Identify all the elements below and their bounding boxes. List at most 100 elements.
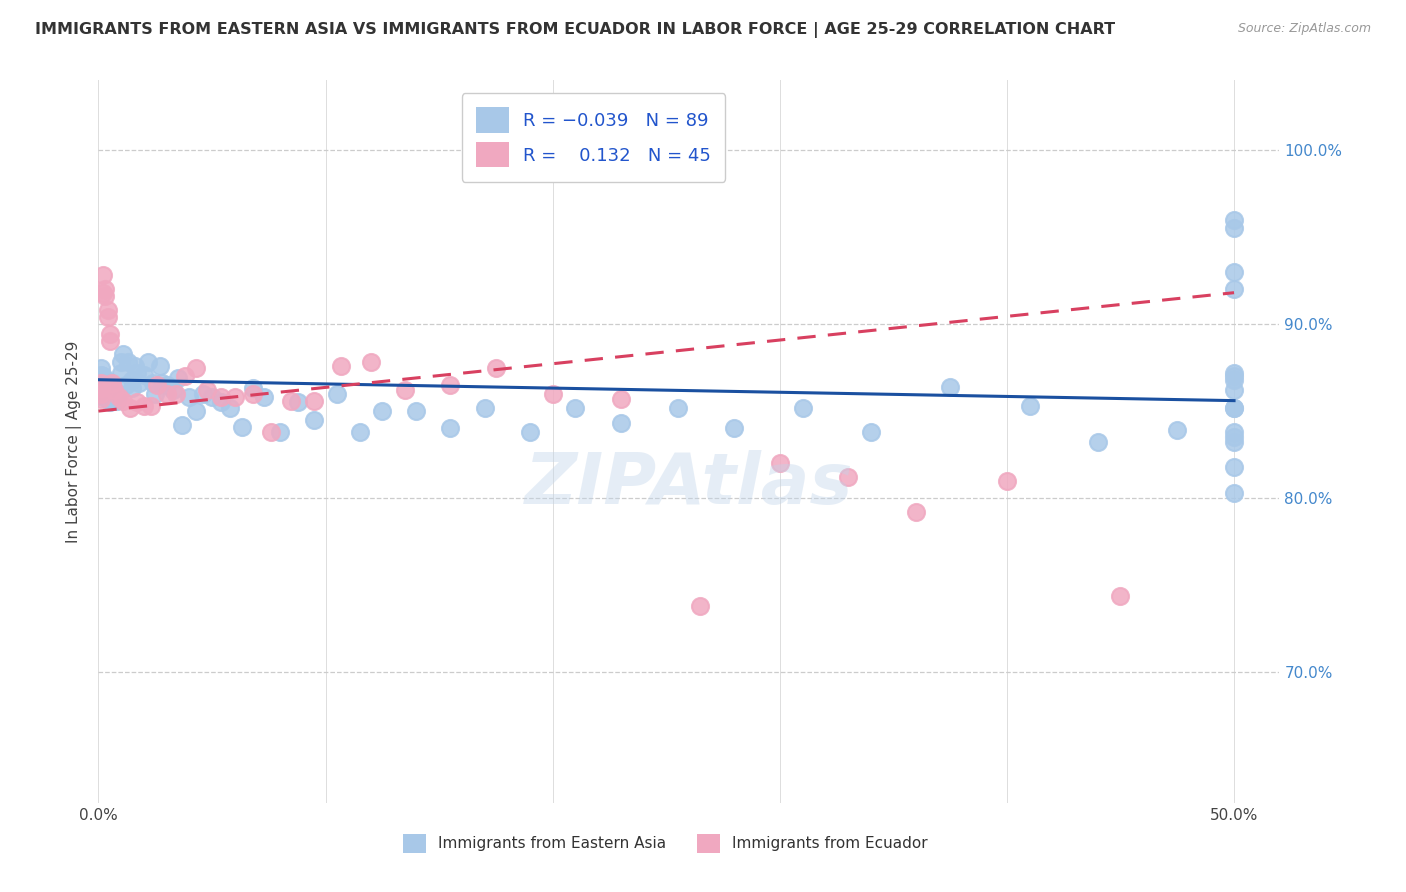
Text: ZIPAtlas: ZIPAtlas	[524, 450, 853, 519]
Point	[1018, 399, 1040, 413]
Point	[519, 425, 541, 439]
Point	[98, 388, 121, 402]
Point	[191, 386, 214, 401]
Point	[90, 375, 112, 389]
Point	[330, 359, 353, 373]
Point	[197, 383, 219, 397]
Point	[96, 375, 118, 389]
Point	[1223, 430, 1246, 444]
Point	[94, 390, 117, 404]
Point	[155, 378, 177, 392]
Point	[143, 386, 166, 401]
Point	[349, 425, 371, 439]
Point	[231, 419, 253, 434]
Point	[242, 381, 264, 395]
Point	[162, 383, 184, 397]
Point	[1223, 366, 1246, 380]
Point	[121, 381, 143, 395]
Point	[253, 390, 276, 404]
Point	[91, 376, 114, 391]
Point	[1223, 373, 1246, 387]
Point	[103, 383, 125, 397]
Point	[96, 383, 118, 397]
Point	[146, 378, 169, 392]
Point	[1223, 383, 1246, 397]
Point	[184, 360, 207, 375]
Point	[1223, 401, 1246, 415]
Point	[859, 425, 882, 439]
Point	[132, 368, 155, 382]
Point	[142, 376, 165, 391]
Point	[1223, 435, 1246, 450]
Point	[94, 289, 117, 303]
Point	[98, 327, 121, 342]
Point	[666, 401, 689, 415]
Point	[287, 395, 309, 409]
Point	[837, 470, 859, 484]
Point	[269, 425, 291, 439]
Point	[792, 401, 814, 415]
Point	[723, 421, 745, 435]
Point	[224, 390, 246, 404]
Point	[242, 386, 264, 401]
Point	[110, 355, 132, 369]
Point	[105, 386, 128, 401]
Point	[167, 371, 190, 385]
Point	[101, 376, 124, 391]
Point	[139, 399, 162, 413]
Point	[90, 368, 112, 382]
Point	[541, 386, 564, 401]
Point	[91, 390, 114, 404]
Point	[94, 282, 117, 296]
Point	[1223, 369, 1246, 384]
Point	[103, 392, 125, 406]
Point	[184, 404, 207, 418]
Point	[124, 359, 146, 373]
Point	[90, 376, 112, 391]
Point	[219, 401, 242, 415]
Point	[94, 383, 117, 397]
Point	[112, 393, 135, 408]
Point	[114, 378, 136, 392]
Point	[172, 417, 194, 432]
Point	[1109, 589, 1132, 603]
Point	[905, 505, 928, 519]
Point	[1223, 486, 1246, 500]
Point	[105, 393, 128, 408]
Point	[117, 355, 139, 369]
Point	[90, 386, 112, 401]
Point	[689, 599, 711, 613]
Point	[360, 355, 382, 369]
Point	[610, 417, 633, 431]
Point	[90, 381, 112, 395]
Point	[138, 355, 160, 369]
Point	[90, 392, 112, 406]
Point	[94, 376, 117, 391]
Point	[132, 399, 155, 413]
Point	[326, 386, 349, 401]
Point	[260, 425, 283, 439]
Point	[1166, 423, 1188, 437]
Point	[90, 386, 112, 401]
Point	[564, 401, 586, 415]
Point	[995, 474, 1018, 488]
Point	[96, 310, 118, 324]
Point	[91, 285, 114, 300]
Point	[108, 390, 131, 404]
Point	[91, 268, 114, 283]
Point	[474, 401, 496, 415]
Point	[103, 383, 125, 397]
Legend: Immigrants from Eastern Asia, Immigrants from Ecuador: Immigrants from Eastern Asia, Immigrants…	[395, 826, 935, 860]
Point	[101, 384, 124, 399]
Point	[96, 392, 118, 406]
Text: IMMIGRANTS FROM EASTERN ASIA VS IMMIGRANTS FROM ECUADOR IN LABOR FORCE | AGE 25-: IMMIGRANTS FROM EASTERN ASIA VS IMMIGRAN…	[35, 22, 1115, 38]
Point	[121, 373, 143, 387]
Point	[91, 369, 114, 384]
Point	[96, 303, 118, 318]
Point	[98, 395, 121, 409]
Point	[179, 390, 201, 404]
Point	[101, 392, 124, 406]
Point	[125, 395, 148, 409]
Point	[1223, 221, 1246, 235]
Point	[439, 378, 461, 392]
